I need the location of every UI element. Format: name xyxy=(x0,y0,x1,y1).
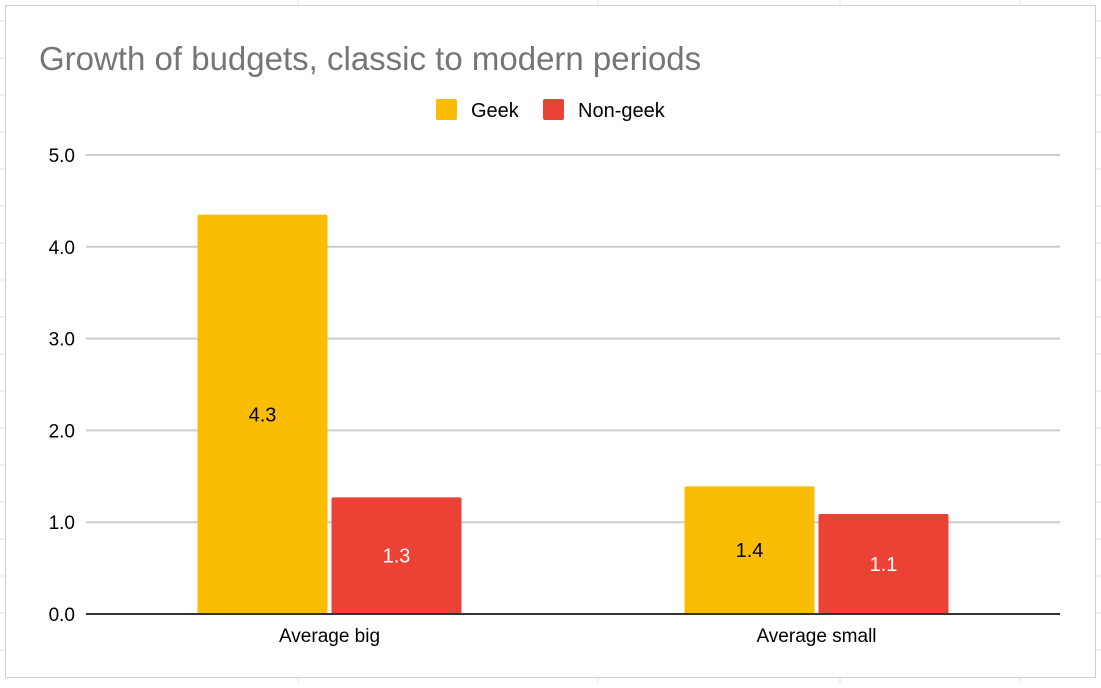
data-label: 4.3 xyxy=(249,404,277,426)
data-label: 1.3 xyxy=(383,546,411,568)
data-labels: 4.3 1.3 1.4 1.1 xyxy=(249,404,898,576)
y-tick-label: 3.0 xyxy=(49,330,75,351)
chart-legend: Geek Non-geek xyxy=(436,99,666,122)
bar-non-geek-average-big[interactable] xyxy=(331,497,462,614)
legend-label-geek: Geek xyxy=(471,100,520,122)
legend-label-non-geek: Non-geek xyxy=(578,100,666,122)
x-category-label: Average big xyxy=(279,626,380,647)
data-label: 1.4 xyxy=(736,540,764,562)
y-axis-ticks: 0.0 1.0 2.0 3.0 4.0 5.0 xyxy=(49,146,75,626)
legend-swatch-non-geek xyxy=(543,99,564,120)
y-tick-label: 1.0 xyxy=(49,513,75,534)
bar-non-geek-average-small[interactable] xyxy=(818,513,949,614)
chart-title: Growth of budgets, classic to modern per… xyxy=(39,40,701,77)
bars xyxy=(197,214,949,615)
x-axis-categories: Average big Average small xyxy=(279,626,877,647)
bar-geek-average-small[interactable] xyxy=(684,486,815,614)
bar-geek-average-big[interactable] xyxy=(197,214,328,615)
x-category-label: Average small xyxy=(756,626,876,647)
legend-swatch-geek xyxy=(436,99,457,120)
y-tick-label: 5.0 xyxy=(49,146,75,167)
y-tick-label: 4.0 xyxy=(49,238,75,259)
y-tick-label: 2.0 xyxy=(49,421,75,442)
data-label: 1.1 xyxy=(870,554,898,576)
y-tick-label: 0.0 xyxy=(49,605,75,626)
